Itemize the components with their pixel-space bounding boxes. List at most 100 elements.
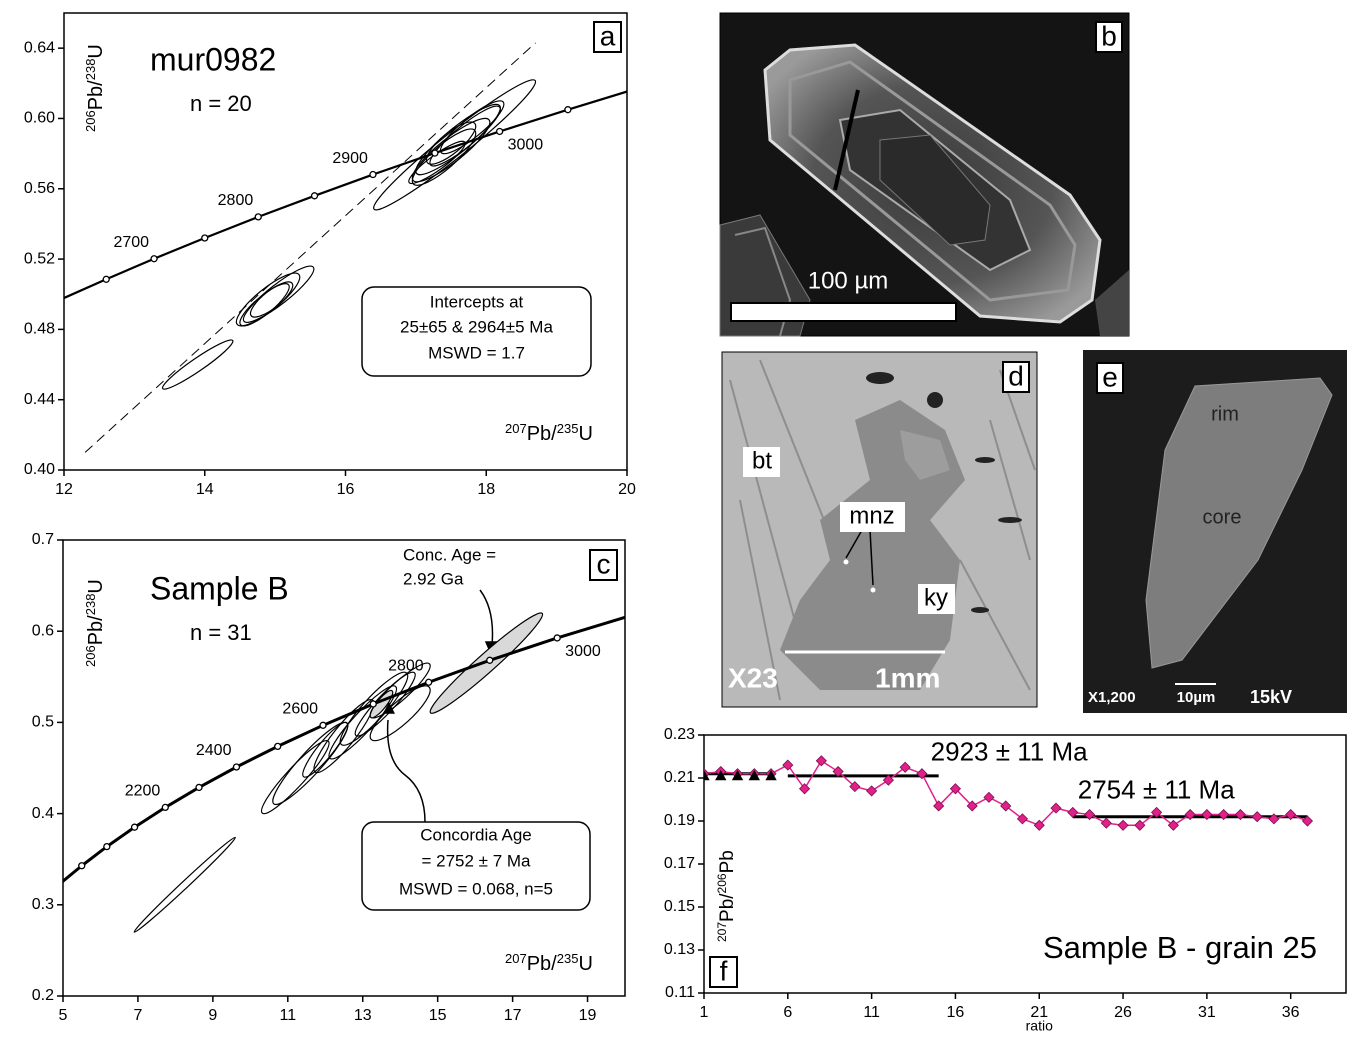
- age-marker: [553, 634, 561, 642]
- age-label: 2200: [125, 783, 161, 800]
- sample-size: n = 31: [190, 620, 252, 645]
- concordia-curve: [64, 90, 627, 300]
- annotation-text: MSWD = 1.7: [428, 343, 525, 362]
- data-point: [704, 770, 710, 781]
- age-marker: [369, 170, 377, 179]
- y-tick-label: 0.52: [24, 250, 55, 267]
- axis-label-part: Pb/: [85, 80, 107, 110]
- panel-label-box: [589, 549, 618, 581]
- cl-image: 100 µm b: [719, 12, 1130, 337]
- data-point: [765, 770, 777, 781]
- age-marker: [564, 106, 572, 114]
- plot-area: [704, 755, 1314, 831]
- axis-label-part: Pb/: [717, 893, 738, 922]
- age-marker: [425, 678, 433, 686]
- concordia-curve: [63, 615, 625, 884]
- data-point: [916, 768, 928, 780]
- data-point: [866, 785, 878, 797]
- y-tick-label: 0.17: [664, 855, 695, 872]
- y-tick-label: 0.40: [24, 461, 55, 478]
- annotation-text: Intercepts at: [430, 292, 524, 311]
- axis-label-part: 206: [83, 110, 98, 132]
- x-tick-label: 12: [55, 481, 73, 498]
- age-marker: [103, 842, 111, 851]
- data-point: [1000, 800, 1012, 812]
- age-label: 2923 ± 11 Ma: [931, 737, 1088, 767]
- panel-label: f: [720, 955, 728, 986]
- plot-area: [57, 42, 643, 453]
- y-tick-label: 0.19: [664, 812, 695, 829]
- data-point: [1151, 806, 1163, 818]
- bse-image: bt mnz ky X23 1mm d: [721, 351, 1038, 708]
- data-point: [799, 783, 811, 795]
- y-tick-label: 0.4: [32, 805, 54, 822]
- y-tick-label: 0.44: [24, 391, 55, 408]
- x-tick-label: 7: [133, 1007, 142, 1024]
- axis-label-part: 238: [83, 594, 98, 616]
- error-ellipse: [425, 121, 477, 165]
- error-ellipse: [439, 100, 505, 155]
- axis-label-part: 235: [557, 951, 579, 966]
- age-marker: [637, 85, 643, 91]
- age-marker: [195, 783, 203, 792]
- error-ellipse: [235, 272, 301, 327]
- age-label: 2754 ± 11 Ma: [1078, 775, 1235, 805]
- x-tick-label: 14: [196, 481, 214, 498]
- age-marker: [78, 862, 86, 870]
- y-tick-label: 0.3: [32, 896, 54, 913]
- x-tick-label: 17: [504, 1007, 522, 1024]
- chart-title: mur0982: [150, 41, 276, 77]
- error-ellipse: [429, 105, 501, 167]
- x-tick-label: 15: [429, 1007, 447, 1024]
- x-tick-label: 26: [1114, 1004, 1132, 1021]
- panel-label-box: [593, 21, 622, 53]
- data-point: [1067, 806, 1079, 818]
- panel-label: d: [1008, 360, 1024, 391]
- y-tick-label: 0.64: [24, 39, 55, 56]
- axis-label: 207Pb/235U: [505, 951, 593, 976]
- x-tick-label: 5: [59, 1007, 68, 1024]
- panel-label: b: [1101, 20, 1117, 51]
- y-tick-label: 0.56: [24, 180, 55, 197]
- data-point: [1218, 808, 1230, 821]
- age-marker: [232, 763, 241, 771]
- scale-label: 1mm: [875, 662, 940, 693]
- data-point: [899, 761, 911, 773]
- panel-label: e: [1102, 361, 1118, 392]
- panel-label: c: [597, 548, 611, 579]
- annotation-box: [361, 821, 591, 911]
- data-point: [966, 800, 978, 812]
- scale-label: 100 µm: [808, 267, 889, 294]
- y-tick-label: 0.23: [664, 726, 695, 743]
- sem-image: rim core X1,200 10µm 15kV e: [1083, 350, 1347, 713]
- error-ellipse: [373, 79, 537, 211]
- axis-label: 207Pb/206Pb: [715, 850, 738, 942]
- data-point: [1100, 817, 1112, 829]
- magnification: X23: [728, 662, 778, 693]
- axis-label-part: Pb/: [527, 423, 557, 445]
- age-marker: [57, 297, 63, 303]
- age-marker: [629, 612, 635, 618]
- data-point: [748, 770, 760, 781]
- axis-label-part: 235: [557, 421, 579, 436]
- axis-label: 206Pb/238U: [83, 44, 108, 132]
- axis-label-part: 207: [715, 922, 729, 942]
- y-tick-label: 0.7: [32, 531, 54, 548]
- x-tick-label: 36: [1282, 1004, 1300, 1021]
- x-tick-label: 16: [947, 1004, 965, 1021]
- mineral-label: bt: [752, 447, 772, 474]
- age-marker: [130, 823, 139, 831]
- x-axis-label: ratio: [1026, 1018, 1053, 1034]
- error-ellipse: [239, 283, 290, 327]
- data-point: [1083, 808, 1096, 821]
- y-tick-label: 0.48: [24, 321, 55, 338]
- axis-label-part: Pb/: [85, 615, 107, 645]
- callout-text: 2.92 Ga: [403, 569, 464, 588]
- x-tick-label: 11: [863, 1004, 880, 1021]
- discordia-line: [84, 42, 536, 453]
- annotation-text: MSWD = 0.068, n=5: [399, 879, 553, 898]
- age-label: 2800: [218, 192, 254, 209]
- sample-size: n = 20: [190, 91, 252, 116]
- age-marker: [431, 149, 439, 157]
